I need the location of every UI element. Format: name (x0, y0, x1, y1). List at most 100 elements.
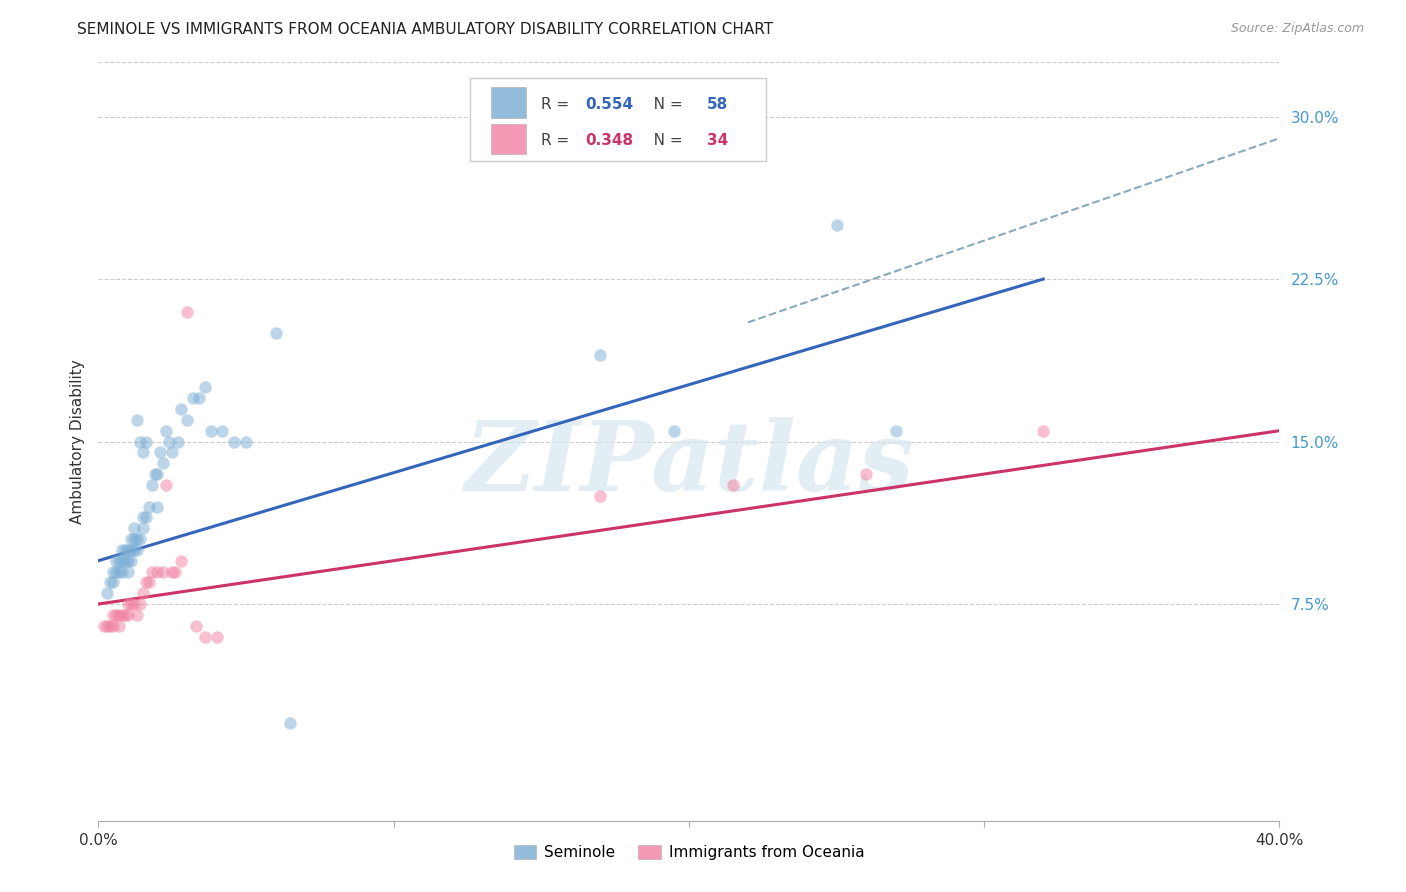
Point (132, 586, 155, 600)
Point (1032, 424, 1054, 438)
Point (138, 575, 160, 590)
Point (105, 607, 128, 622)
Point (162, 445, 183, 459)
Point (264, 326, 287, 341)
Point (146, 500, 169, 514)
Point (235, 434, 257, 449)
Point (120, 542, 142, 557)
Point (114, 607, 136, 622)
Point (114, 554, 136, 568)
Point (128, 434, 150, 449)
Text: 0.554: 0.554 (585, 96, 633, 112)
Text: R =: R = (541, 133, 575, 148)
Point (135, 434, 157, 449)
Point (589, 489, 612, 503)
Point (176, 413, 198, 427)
Y-axis label: Ambulatory Disability: Ambulatory Disability (69, 359, 84, 524)
Point (125, 532, 148, 546)
Point (128, 532, 150, 546)
Point (211, 424, 233, 438)
Point (122, 521, 145, 535)
FancyBboxPatch shape (491, 87, 526, 118)
Point (122, 597, 145, 611)
Point (165, 565, 187, 579)
Point (120, 554, 142, 568)
Point (205, 630, 228, 644)
Point (98, 575, 121, 590)
Point (884, 424, 907, 438)
Point (117, 565, 139, 579)
Text: Source: ZipAtlas.com: Source: ZipAtlas.com (1230, 22, 1364, 36)
Point (111, 565, 134, 579)
Text: 58: 58 (707, 96, 728, 112)
Point (96, 586, 118, 600)
Point (105, 554, 128, 568)
Point (184, 618, 207, 632)
Point (120, 532, 142, 546)
Point (128, 597, 150, 611)
Point (194, 380, 217, 394)
Point (103, 607, 125, 622)
Point (152, 565, 174, 579)
Point (664, 424, 686, 438)
Point (132, 445, 155, 459)
Point (589, 348, 612, 362)
Point (181, 391, 204, 405)
Point (162, 565, 183, 579)
Point (224, 434, 246, 449)
Text: R =: R = (541, 96, 575, 112)
Point (141, 478, 163, 492)
FancyBboxPatch shape (491, 124, 526, 154)
Point (157, 434, 180, 449)
Text: 0.348: 0.348 (585, 133, 633, 148)
Point (125, 542, 148, 557)
Point (117, 542, 139, 557)
Point (200, 424, 222, 438)
Point (125, 607, 148, 622)
Point (111, 607, 134, 622)
Point (170, 554, 193, 568)
Point (135, 510, 157, 524)
Point (280, 716, 302, 731)
Point (120, 597, 142, 611)
Point (108, 554, 131, 568)
Point (125, 413, 148, 427)
Point (108, 607, 131, 622)
Point (825, 218, 848, 232)
Point (176, 304, 198, 318)
Legend: Seminole, Immigrants from Oceania: Seminole, Immigrants from Oceania (508, 838, 870, 866)
Point (155, 424, 177, 438)
Point (114, 542, 136, 557)
Point (103, 565, 125, 579)
Point (96, 618, 118, 632)
Point (194, 630, 217, 644)
Text: SEMINOLE VS IMMIGRANTS FROM OCEANIA AMBULATORY DISABILITY CORRELATION CHART: SEMINOLE VS IMMIGRANTS FROM OCEANIA AMBU… (77, 22, 773, 37)
Point (132, 521, 155, 535)
Point (143, 467, 166, 481)
Point (855, 467, 877, 481)
Point (167, 434, 190, 449)
Point (103, 618, 125, 632)
Point (117, 597, 139, 611)
Point (152, 456, 174, 470)
Point (132, 510, 155, 524)
FancyBboxPatch shape (471, 78, 766, 161)
Point (170, 402, 193, 417)
Point (93, 618, 115, 632)
Point (122, 542, 145, 557)
Point (117, 607, 139, 622)
Point (138, 500, 160, 514)
Point (111, 542, 134, 557)
Point (141, 565, 163, 579)
Text: ZIPatlas: ZIPatlas (464, 417, 914, 511)
Point (723, 478, 745, 492)
Point (146, 467, 169, 481)
Text: N =: N = (640, 96, 688, 112)
Point (98, 618, 121, 632)
Text: N =: N = (640, 133, 688, 148)
Point (105, 565, 128, 579)
Point (122, 532, 145, 546)
Point (108, 618, 131, 632)
Text: 34: 34 (707, 133, 728, 148)
Point (117, 554, 139, 568)
